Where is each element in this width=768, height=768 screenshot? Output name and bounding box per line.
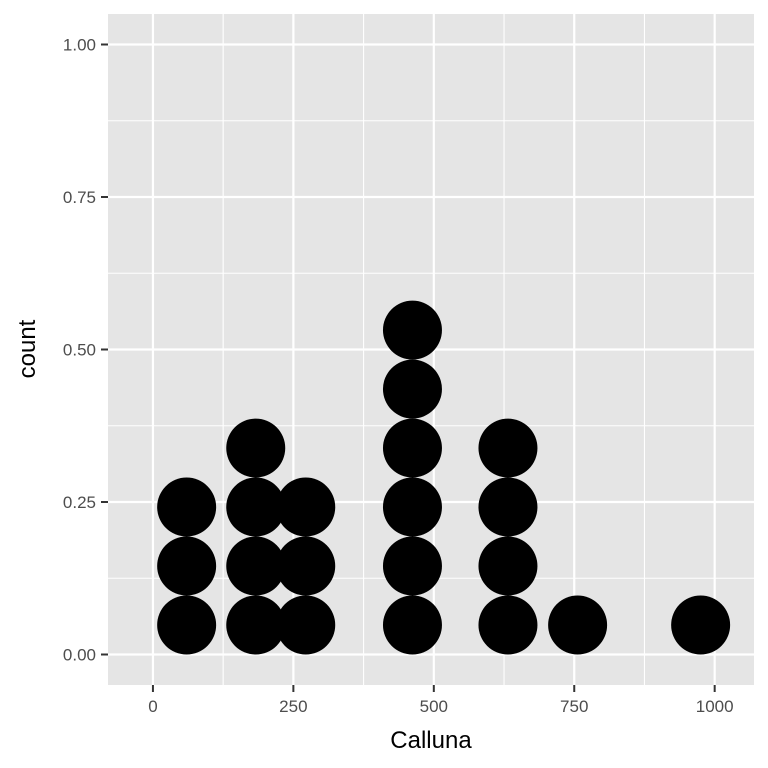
dot bbox=[478, 595, 538, 655]
dot bbox=[226, 536, 286, 596]
y-tick-label: 0.75 bbox=[63, 188, 96, 207]
dot-stacks bbox=[157, 300, 731, 655]
y-tick-label: 1.00 bbox=[63, 36, 96, 55]
x-tick-label: 0 bbox=[148, 697, 157, 716]
dot bbox=[276, 477, 336, 537]
dot bbox=[382, 477, 442, 537]
dot bbox=[226, 418, 286, 478]
x-axis: 0 250 500 750 1000 bbox=[148, 685, 734, 716]
dot bbox=[382, 418, 442, 478]
dot bbox=[276, 536, 336, 596]
dot bbox=[157, 536, 217, 596]
dot bbox=[382, 300, 442, 360]
dot bbox=[382, 595, 442, 655]
dot bbox=[382, 359, 442, 419]
dot bbox=[671, 595, 731, 655]
dot bbox=[548, 595, 608, 655]
x-axis-title: Calluna bbox=[390, 727, 472, 754]
dot bbox=[157, 477, 217, 537]
dot bbox=[478, 477, 538, 537]
y-tick-label: 0.25 bbox=[63, 493, 96, 512]
x-tick-label: 750 bbox=[560, 697, 588, 716]
x-tick-label: 500 bbox=[420, 697, 448, 716]
dot bbox=[276, 595, 336, 655]
dot bbox=[382, 536, 442, 596]
dot bbox=[226, 477, 286, 537]
y-tick-label: 0.50 bbox=[63, 341, 96, 360]
y-axis: 0.00 0.25 0.50 0.75 1.00 bbox=[63, 36, 108, 665]
y-axis-title: count bbox=[14, 319, 41, 378]
y-tick-label: 0.00 bbox=[63, 646, 96, 665]
x-tick-label: 250 bbox=[279, 697, 307, 716]
x-tick-label: 1000 bbox=[696, 697, 734, 716]
dot bbox=[478, 418, 538, 478]
dot bbox=[157, 595, 217, 655]
dot bbox=[226, 595, 286, 655]
dot bbox=[478, 536, 538, 596]
